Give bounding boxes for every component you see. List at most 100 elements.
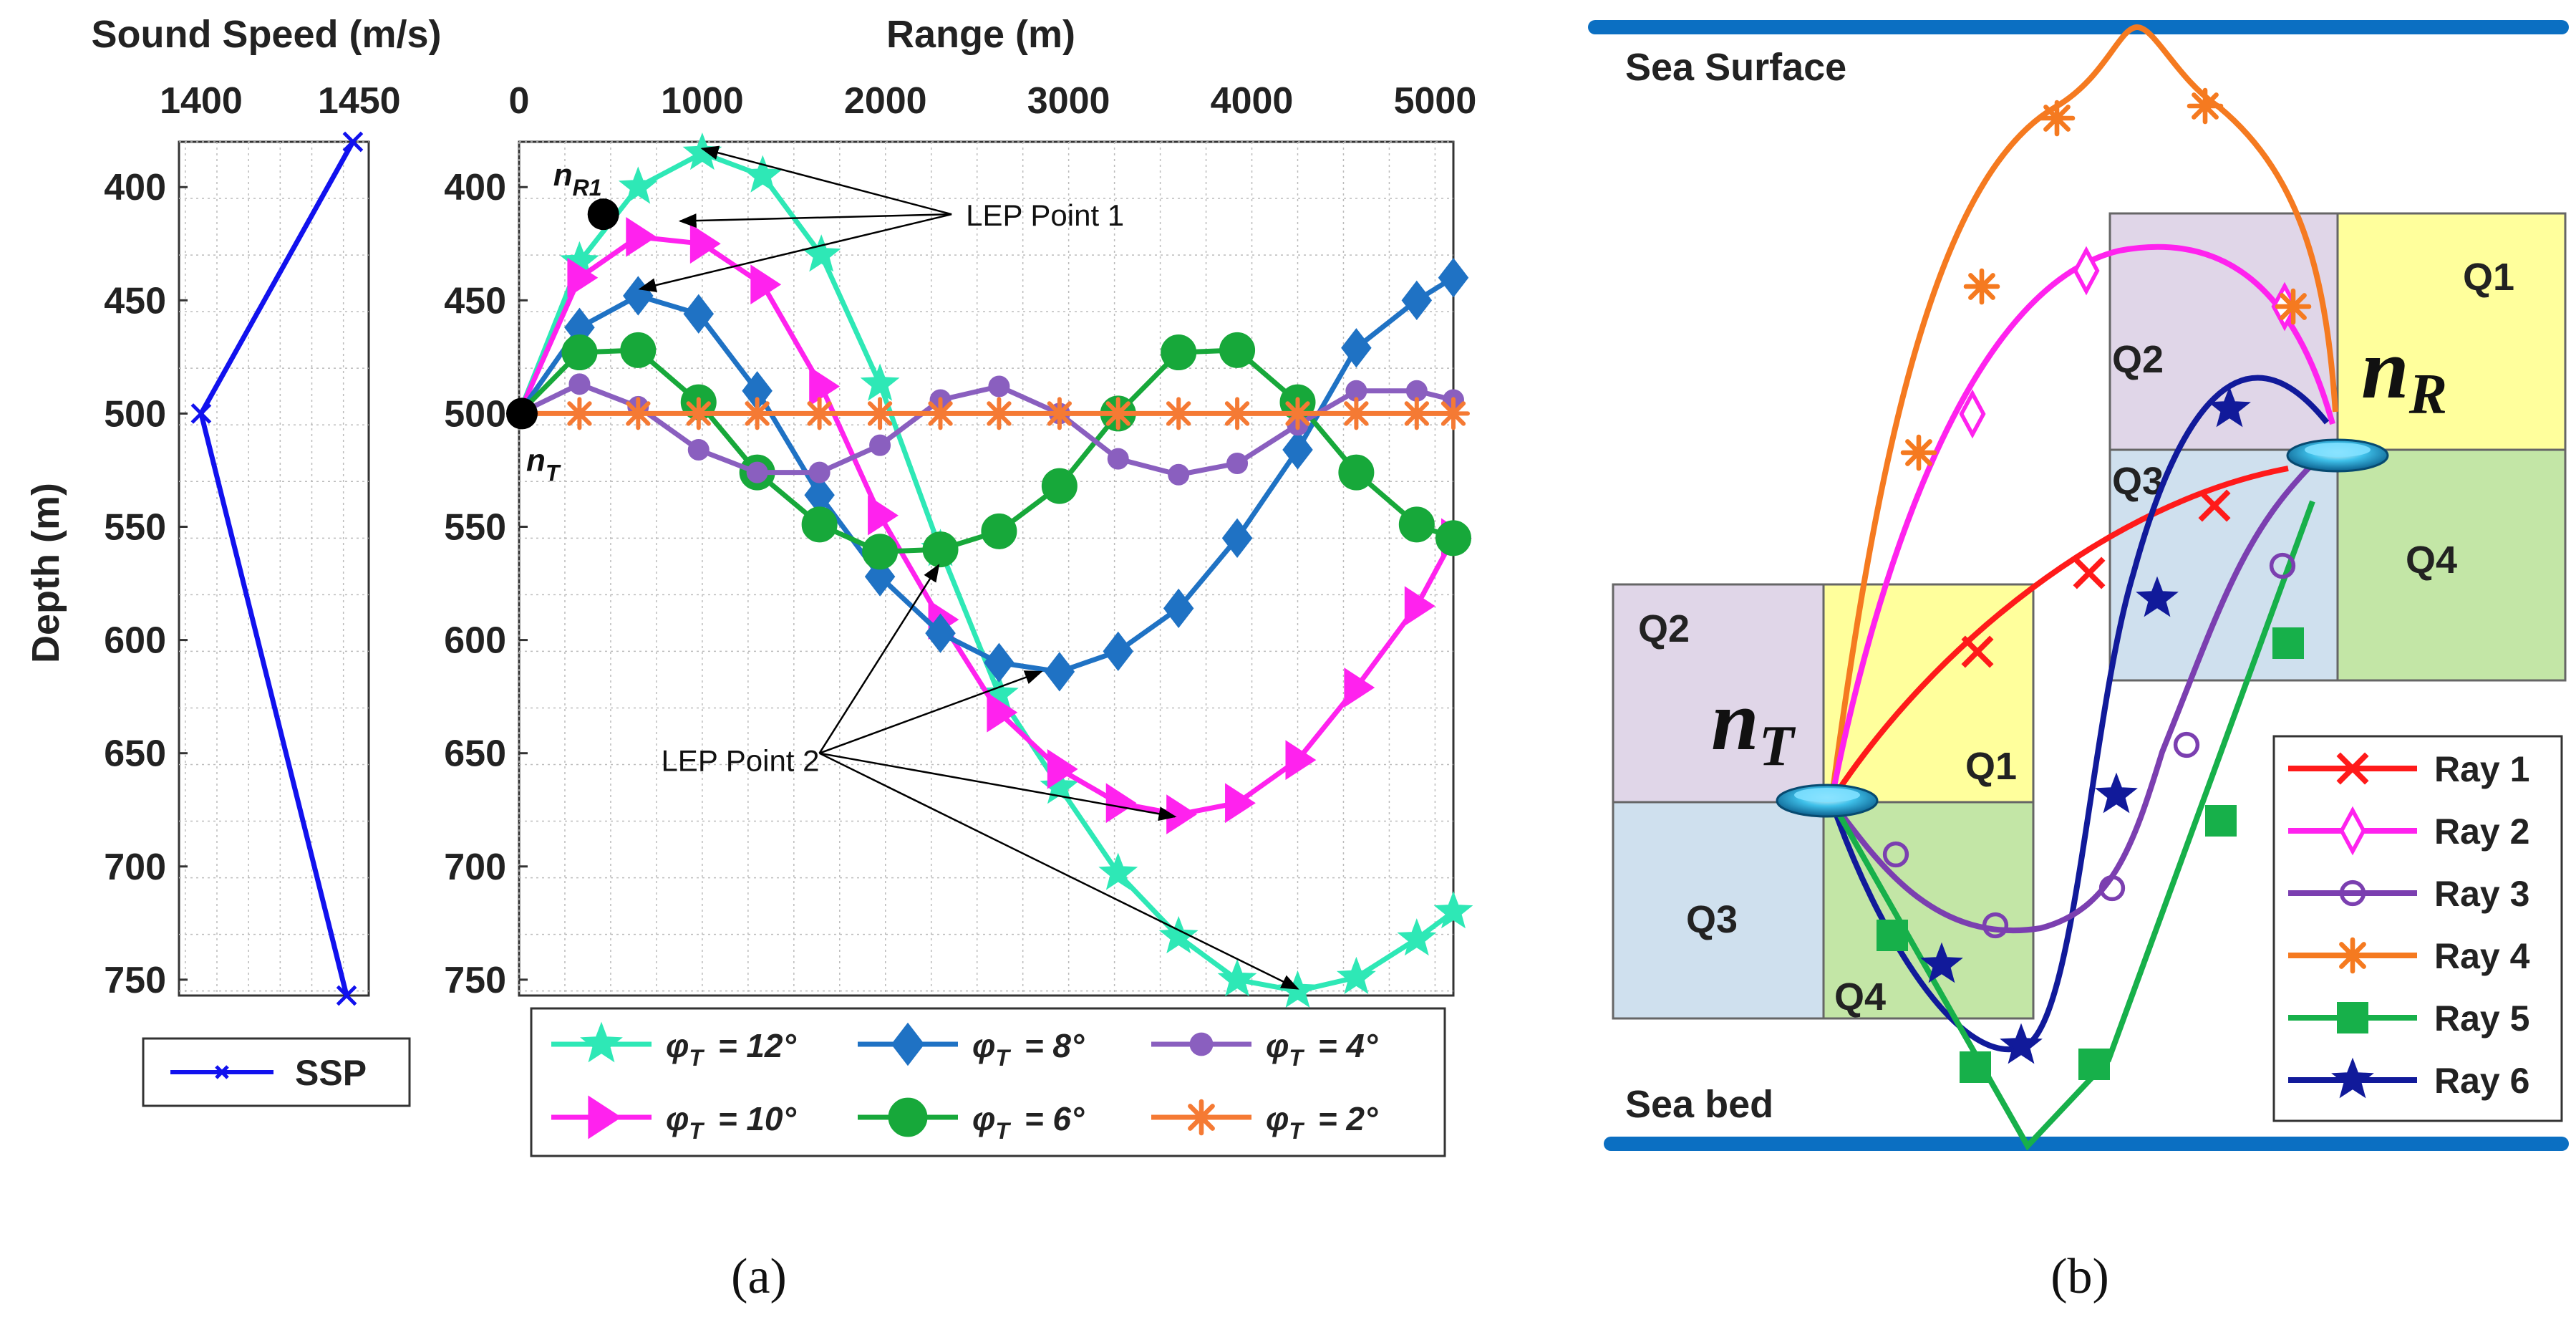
ray-point-10deg xyxy=(567,257,599,298)
ray-point-6deg xyxy=(620,332,657,368)
ssp-axes-box xyxy=(178,140,370,997)
legend-marker-4deg xyxy=(1189,1032,1214,1056)
rx-q3-label: Q3 xyxy=(2112,460,2164,503)
ray-legend-marker-2 xyxy=(2339,806,2366,856)
legend-subscript: T xyxy=(995,1118,1011,1144)
ssp-y-tick-labels: 400 450 500 550 600 650 700 750 xyxy=(104,167,188,1001)
legend-label-8deg: φT = 8° xyxy=(972,1027,1085,1071)
ray-4-marker xyxy=(1900,434,1937,471)
ray-4-marker xyxy=(1963,268,2000,305)
ray-legend-label-3: Ray 3 xyxy=(2434,874,2529,914)
ray-point-6deg xyxy=(1338,454,1375,491)
panel-a-caption: (a) xyxy=(731,1249,787,1304)
nR1-point xyxy=(587,198,619,231)
ssp-point xyxy=(190,403,212,424)
ray-point-4deg xyxy=(1226,452,1249,474)
ray-2-marker xyxy=(1959,389,1986,439)
ray-point-8deg xyxy=(925,613,956,653)
nT-label-main: n xyxy=(526,443,546,478)
ray-6-path xyxy=(1829,375,2330,1053)
legend-value: = 12° xyxy=(709,1027,797,1064)
legend-subscript: T xyxy=(995,1045,1011,1071)
ray-4-marker xyxy=(2038,100,2076,137)
ray-5-path xyxy=(1829,500,2315,1151)
range-x-tick-label: 3000 xyxy=(1027,80,1110,122)
ray-point-2deg xyxy=(1221,397,1254,430)
legend-subscript: T xyxy=(689,1045,704,1071)
nR1-label-sub: R1 xyxy=(573,175,602,201)
ray-point-10deg xyxy=(809,366,841,407)
ray-point-10deg xyxy=(1285,740,1317,781)
ray-point-4deg xyxy=(746,461,768,483)
legend-subscript: T xyxy=(1289,1045,1304,1071)
tx-q1-label: Q1 xyxy=(1965,745,2017,788)
ray-3-path xyxy=(1829,463,2313,934)
ray-point-8deg xyxy=(1221,518,1253,558)
range-y-tick-label: 700 xyxy=(444,847,506,888)
ray-legend-marker-5 xyxy=(2337,1002,2368,1033)
range-x-tick-label: 4000 xyxy=(1211,80,1294,122)
ray-point-10deg xyxy=(1344,668,1375,708)
legend-label-6deg: φT = 6° xyxy=(972,1100,1085,1144)
sea-surface-label: Sea Surface xyxy=(1625,46,1846,89)
ray-point-10deg xyxy=(689,223,721,264)
receiver-node xyxy=(2286,438,2389,473)
ray-point-2deg xyxy=(803,397,836,430)
transmitter-label-sub: T xyxy=(1759,715,1796,778)
ray-4-marker xyxy=(2275,288,2312,325)
legend-symbol: φ xyxy=(972,1027,995,1064)
legend-value: = 6° xyxy=(1015,1100,1085,1137)
panel-a: 400 450 500 550 600 650 700 750 1400 1450 Sound … xyxy=(24,13,1476,1304)
ray-point-8deg xyxy=(1341,328,1372,368)
ray-point-8deg xyxy=(1401,280,1433,320)
legend-value: = 2° xyxy=(1309,1100,1378,1137)
ray-5-marker xyxy=(2205,805,2237,837)
ray-point-12deg xyxy=(860,363,900,401)
ssp-y-tick-label: 450 xyxy=(104,280,166,322)
ray-point-8deg xyxy=(984,642,1015,683)
ray-point-12deg xyxy=(1397,918,1437,956)
range-y-tick-label: 400 xyxy=(444,167,506,208)
ray-legend: Ray 1 Ray 2 Ray 3 Ray 4 Ray 5 Ray 6 xyxy=(2272,735,2563,1122)
rx-q4-label: Q4 xyxy=(2406,539,2457,582)
ray-point-8deg xyxy=(1044,652,1075,692)
nT-point xyxy=(506,397,538,430)
transmitter-label-main: n xyxy=(1711,673,1759,768)
ray-4-path xyxy=(1829,24,2338,801)
ssp-y-tick-label: 600 xyxy=(104,620,166,662)
sea-bed-label: Sea bed xyxy=(1625,1083,1773,1126)
ssp-series xyxy=(190,131,364,1006)
ray-point-4deg xyxy=(687,439,710,461)
ray-point-8deg xyxy=(1282,430,1313,470)
ray-point-2deg xyxy=(1437,397,1470,430)
ray-point-4deg xyxy=(1107,448,1129,470)
tx-q3-label: Q3 xyxy=(1686,898,1738,941)
ssp-legend-label: SSP xyxy=(295,1053,367,1093)
ray-5-marker xyxy=(1960,1051,1991,1083)
legend-marker-10deg xyxy=(588,1095,622,1139)
range-x-tick-label: 5000 xyxy=(1394,80,1477,122)
ray-3-marker xyxy=(1982,912,2009,939)
ray-point-8deg xyxy=(1438,258,1469,298)
range-axis-title: Range (m) xyxy=(886,13,1075,56)
ray-point-6deg xyxy=(1435,520,1471,556)
ray-legend-marker-3 xyxy=(2339,880,2366,907)
ssp-legend: SSP xyxy=(142,1037,411,1107)
ray-point-2deg xyxy=(621,397,655,430)
ray-legend-label-6: Ray 6 xyxy=(2434,1061,2529,1101)
ssp-y-tick-label: 650 xyxy=(104,733,166,775)
ray-6-marker xyxy=(2095,772,2138,814)
range-y-tick-label: 600 xyxy=(444,620,506,662)
ssp-point xyxy=(342,131,364,153)
ray-markers xyxy=(1877,87,2312,1083)
ray-point-2deg xyxy=(1162,397,1196,430)
ray-6-marker xyxy=(2136,576,2179,617)
ssp-axis-title: Sound Speed (m/s) xyxy=(91,13,441,56)
nR1-label-main: n xyxy=(553,158,573,193)
ray-5-marker xyxy=(2078,1049,2110,1080)
range-x-tick-label: 2000 xyxy=(844,80,927,122)
ray-point-12deg xyxy=(1217,959,1257,997)
ray-point-4deg xyxy=(988,375,1010,397)
legend-value: = 8° xyxy=(1015,1027,1085,1064)
